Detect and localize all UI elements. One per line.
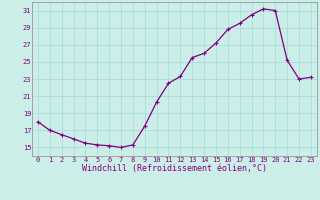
X-axis label: Windchill (Refroidissement éolien,°C): Windchill (Refroidissement éolien,°C) [82, 164, 267, 173]
